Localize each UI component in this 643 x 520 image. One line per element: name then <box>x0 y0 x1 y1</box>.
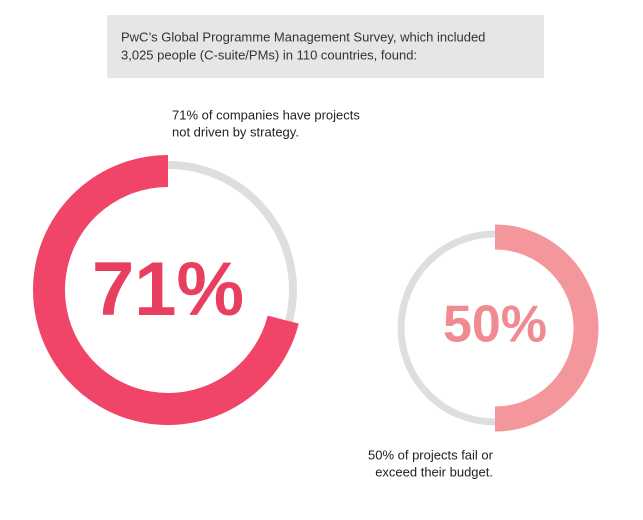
annotation: not driven by strategy. <box>172 124 299 139</box>
header-line: 3,025 people (C-suite/PMs) in 110 countr… <box>121 47 417 62</box>
donut-track <box>397 230 496 426</box>
header-line: PwC’s Global Programme Management Survey… <box>121 29 485 44</box>
annotation: 71% of companies have projects <box>172 107 360 122</box>
annotation: exceed their budget. <box>375 464 493 479</box>
value-label: 71% <box>92 247 244 332</box>
donut-segment <box>494 224 599 432</box>
donut-track <box>167 161 297 323</box>
donut-segment <box>33 155 299 425</box>
annotation: 50% of projects fail or <box>368 447 494 462</box>
header-box <box>107 15 544 78</box>
value-label: 50% <box>443 296 547 354</box>
